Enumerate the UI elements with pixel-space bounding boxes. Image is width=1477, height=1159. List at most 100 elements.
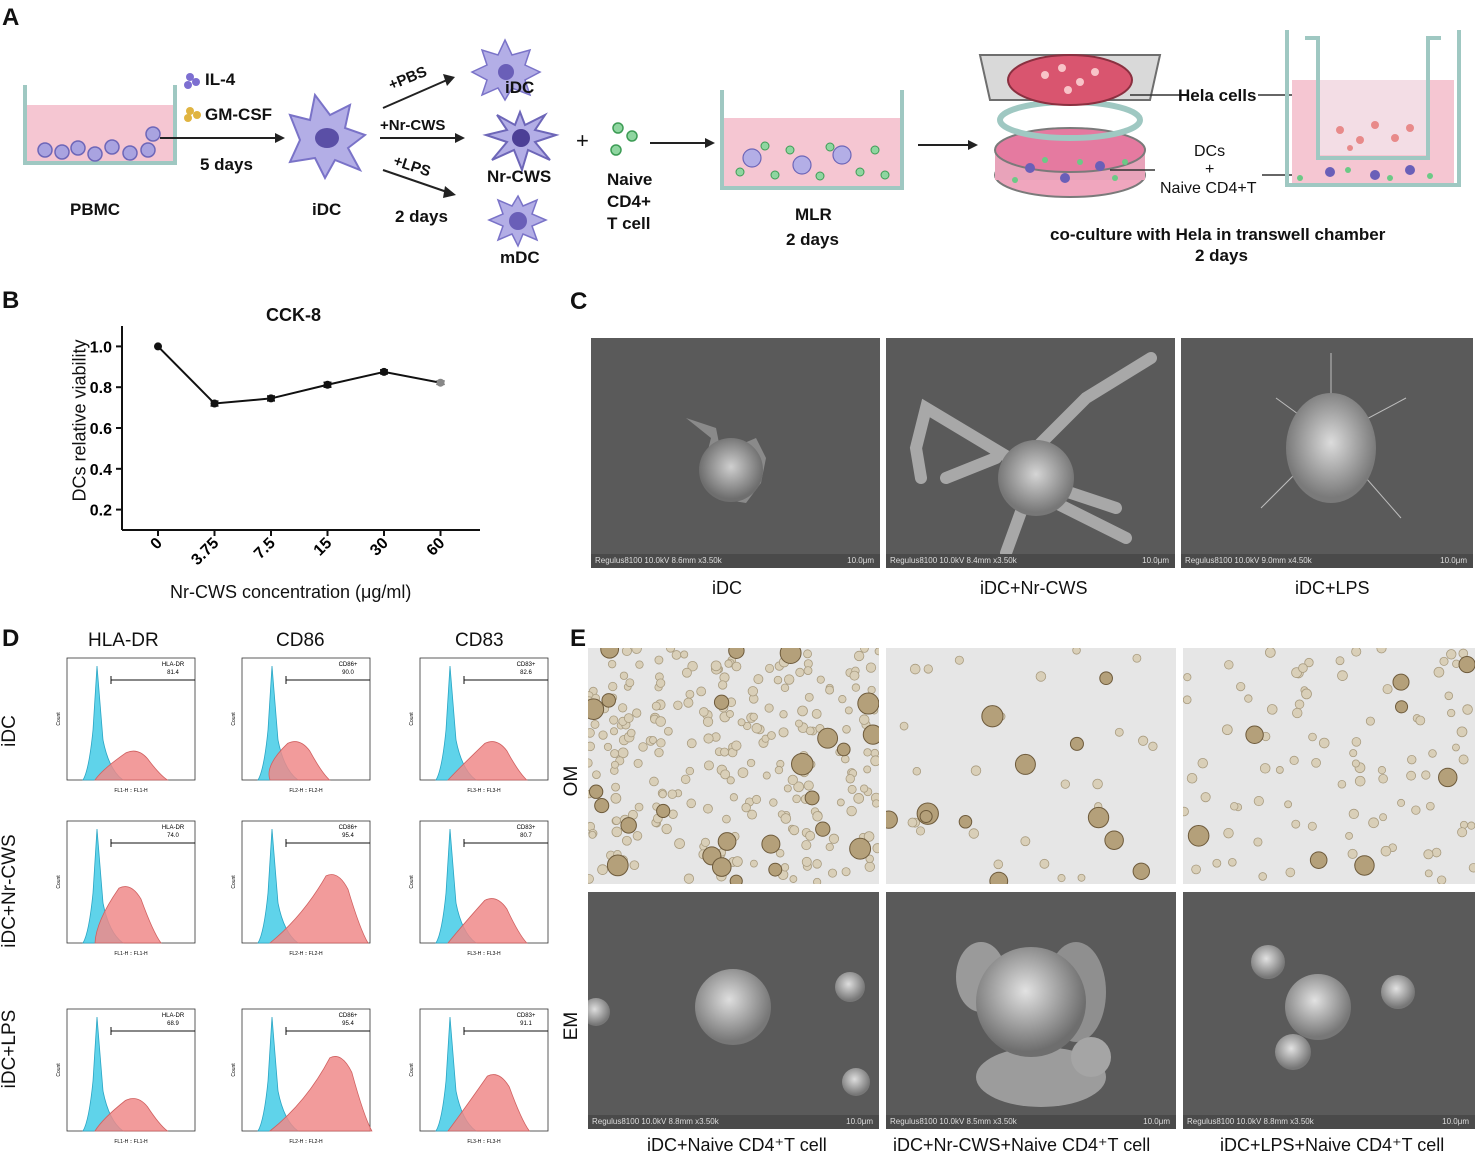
cell-dot xyxy=(1253,795,1264,807)
cell-dot xyxy=(811,708,822,719)
cell-dot xyxy=(1294,699,1305,710)
large-cell xyxy=(1099,671,1113,686)
sample-histogram xyxy=(94,1098,169,1132)
y-axis-label: Count xyxy=(409,712,415,726)
cell-dot xyxy=(685,689,695,699)
cell-dot xyxy=(703,803,713,814)
idc-center-label: iDC xyxy=(312,200,342,219)
cell-dot xyxy=(1244,694,1253,703)
cell-dot xyxy=(1183,806,1189,817)
cell-dot xyxy=(841,754,850,764)
flow-histogram: HLA-DR 68.9 FL1-H :: FL1-H Count xyxy=(55,1003,205,1153)
scale-label: 10.0μm xyxy=(1143,1117,1170,1126)
cell-dot xyxy=(696,686,707,697)
cell-dot xyxy=(687,660,698,672)
gate-percent: 95.4 xyxy=(342,833,354,839)
flow-histogram: CD86+ 95.4 FL2-H :: FL2-H Count xyxy=(230,1003,380,1153)
cell-dot xyxy=(720,747,730,757)
scale-label: 10.0μm xyxy=(1142,556,1169,565)
large-cell xyxy=(761,834,781,854)
gate-percent: 81.4 xyxy=(167,670,179,676)
cell-dot xyxy=(683,873,695,884)
sem-meta-idc-nrcws: Regulus8100 10.0kV 8.4mm x3.50k xyxy=(890,556,1017,565)
cell-dot xyxy=(1221,724,1233,736)
cell-dot xyxy=(1253,837,1263,847)
cell-dot xyxy=(603,742,613,751)
cell-dot xyxy=(610,749,620,759)
cell-dot xyxy=(789,825,800,836)
sample-histogram xyxy=(268,1056,373,1132)
flow-histogram: HLA-DR 81.4 FL1-H :: FL1-H Count xyxy=(55,652,205,802)
panel-letter-d: D xyxy=(2,625,20,652)
cell-dot xyxy=(909,663,921,675)
cell-dot xyxy=(1428,749,1437,758)
cell-dot xyxy=(592,770,601,780)
large-cell xyxy=(717,832,737,851)
cell-dot xyxy=(654,655,664,665)
scale-label: 10.0μm xyxy=(1440,556,1467,565)
gate-name: CD83+ xyxy=(517,1013,536,1019)
cell-dot xyxy=(812,859,822,869)
cell-dot xyxy=(1446,649,1457,660)
gate-percent: 91.1 xyxy=(520,1021,532,1027)
cell-dot xyxy=(1298,663,1308,673)
row-label-idc: iDC xyxy=(0,715,20,747)
cell-dot xyxy=(851,683,861,692)
cell-dot xyxy=(1462,704,1473,715)
y-axis-label: Count xyxy=(409,1063,415,1077)
cell-dot xyxy=(872,799,879,808)
om-image-2 xyxy=(886,648,1176,884)
cell-dot xyxy=(1335,656,1345,666)
cell-dot xyxy=(1197,757,1208,769)
large-cell xyxy=(836,742,851,757)
cell-dot xyxy=(1382,684,1393,695)
cell-dot xyxy=(793,781,805,793)
large-cell xyxy=(791,752,814,776)
pbmc-label: PBMC xyxy=(70,200,121,219)
cell-dot xyxy=(1337,779,1347,789)
flow-histogram: CD83+ 82.6 FL3-H :: FL3-H Count xyxy=(408,652,558,802)
cell-dot xyxy=(731,740,742,751)
gate-percent: 74.0 xyxy=(167,833,179,839)
cell-dot xyxy=(780,863,790,872)
cell-dot xyxy=(847,784,857,794)
large-cell xyxy=(620,817,637,834)
x-axis-label: FL3-H :: FL3-H xyxy=(467,951,501,957)
cell-dot xyxy=(1365,716,1375,726)
y-axis-label: Count xyxy=(231,875,237,889)
row-label-om: OM xyxy=(561,765,582,797)
cell-dot xyxy=(1148,741,1158,751)
cell-dot xyxy=(1266,704,1278,715)
marker-cd86: CD86 xyxy=(276,630,325,651)
x-axis-label: FL2-H :: FL2-H xyxy=(289,788,323,794)
large-cell xyxy=(919,809,933,824)
cell-dot xyxy=(1379,813,1388,822)
cell-dot xyxy=(923,664,933,674)
cell-dot xyxy=(722,814,731,824)
cell-dot xyxy=(968,828,980,839)
sem-image-idc: Regulus8100 10.0kV 8.6mm x3.50k 10.0μm xyxy=(591,338,880,568)
panel-e-label-2: iDC+Nr-CWS+Naive CD4⁺T cell xyxy=(893,1135,1151,1155)
cell-dot xyxy=(1426,801,1435,811)
large-cell xyxy=(1354,855,1375,876)
cell-dot xyxy=(780,683,790,692)
mlr-label: MLR xyxy=(795,205,832,224)
series-line xyxy=(157,345,441,405)
cell-dot xyxy=(1444,691,1454,701)
large-cell xyxy=(600,648,620,659)
y-axis-label: Count xyxy=(56,1063,62,1077)
cell-dot xyxy=(1289,755,1299,765)
cell-dot xyxy=(812,811,823,822)
cell-dot xyxy=(649,736,657,744)
cell-dot xyxy=(915,826,926,836)
cell-dot xyxy=(774,765,784,775)
y-tick-label: 1.0 xyxy=(90,339,112,356)
y-tick-label: 0.6 xyxy=(90,421,112,438)
gate-name: CD83+ xyxy=(517,825,536,831)
large-cell xyxy=(981,705,1004,728)
cell-dot xyxy=(1307,821,1317,831)
cell-dot xyxy=(838,695,847,704)
data-point xyxy=(267,394,275,403)
em-image-2: Regulus8100 10.0kV 8.5mm x3.50k 10.0μm xyxy=(886,892,1176,1129)
cell-dot xyxy=(1424,869,1433,878)
